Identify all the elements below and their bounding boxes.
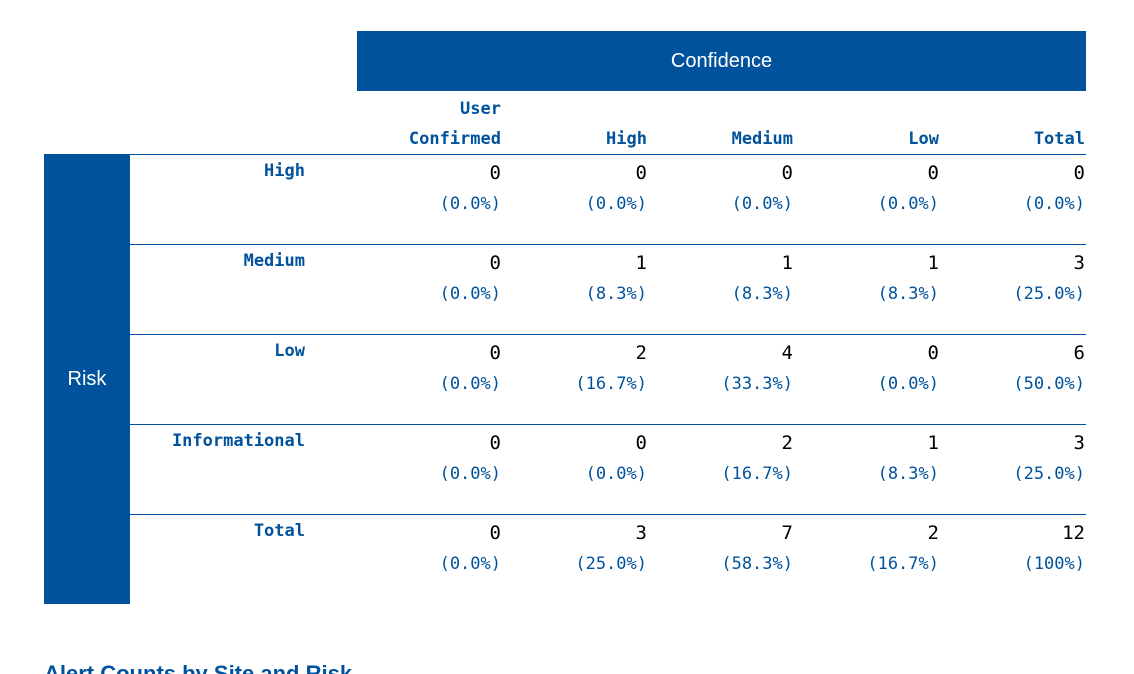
table-cell: 0 (0.0%): [361, 520, 501, 582]
cell-count: 1: [927, 432, 939, 454]
table-cell: 2 (16.7%): [799, 520, 939, 582]
section-heading: Alert Counts by Site and Risk: [44, 661, 353, 674]
cell-count: 6: [1073, 342, 1085, 364]
cell-count: 0: [489, 522, 501, 544]
cell-count: 0: [1073, 162, 1085, 184]
table-cell: 0 (0.0%): [361, 250, 501, 312]
cell-percentage: (16.7%): [575, 374, 647, 394]
cell-percentage: (8.3%): [877, 464, 939, 484]
cell-percentage: (16.7%): [721, 464, 793, 484]
table-row: Total 0 (0.0%) 3 (25.0%) 7 (58.3%) 2 (16.7%) 12 (1…: [130, 514, 1086, 604]
column-header: Medium: [653, 94, 793, 154]
table-cell: 0 (0.0%): [945, 160, 1085, 222]
column-header: User Confirmed: [361, 94, 501, 154]
table-cell: 2 (16.7%): [653, 430, 793, 492]
cell-percentage: (0.0%): [877, 194, 939, 214]
cell-count: 0: [489, 252, 501, 274]
cell-percentage: (0.0%): [439, 194, 501, 214]
table-cell: 0 (0.0%): [361, 430, 501, 492]
table-cell: 0 (0.0%): [361, 160, 501, 222]
column-header-line2: Confirmed: [408, 129, 501, 149]
row-label: High: [264, 161, 305, 181]
cell-percentage: (16.7%): [867, 554, 939, 574]
table-cell: 0 (0.0%): [507, 430, 647, 492]
cell-count: 3: [635, 522, 647, 544]
column-header-line2: Low: [908, 129, 939, 149]
cell-count: 12: [1062, 522, 1085, 544]
risk-header: Risk: [44, 154, 130, 604]
cell-percentage: (33.3%): [721, 374, 793, 394]
cell-percentage: (0.0%): [585, 194, 647, 214]
cell-percentage: (0.0%): [731, 194, 793, 214]
column-header-line2: High: [606, 129, 647, 149]
row-label: Low: [274, 341, 305, 361]
cell-count: 0: [489, 342, 501, 364]
column-header: Low: [799, 94, 939, 154]
table-cell: 1 (8.3%): [799, 250, 939, 312]
table-cell: 0 (0.0%): [799, 160, 939, 222]
table-cell: 0 (0.0%): [507, 160, 647, 222]
cell-count: 0: [781, 162, 793, 184]
table-cell: 2 (16.7%): [507, 340, 647, 402]
table-cell: 7 (58.3%): [653, 520, 793, 582]
row-label: Informational: [171, 431, 305, 451]
cell-percentage: (8.3%): [877, 284, 939, 304]
table-cell: 4 (33.3%): [653, 340, 793, 402]
table-cell: 3 (25.0%): [507, 520, 647, 582]
row-label: Medium: [243, 251, 305, 271]
cell-percentage: (0.0%): [439, 374, 501, 394]
column-header-line2: Total: [1033, 129, 1085, 149]
cell-percentage: (0.0%): [439, 284, 501, 304]
cell-percentage: (8.3%): [731, 284, 793, 304]
cell-percentage: (0.0%): [439, 554, 501, 574]
row-label: Total: [253, 521, 305, 541]
cell-count: 2: [781, 432, 793, 454]
cell-count: 0: [635, 162, 647, 184]
confidence-header: Confidence: [357, 31, 1086, 91]
cell-count: 0: [489, 432, 501, 454]
cell-percentage: (8.3%): [585, 284, 647, 304]
table-cell: 3 (25.0%): [945, 250, 1085, 312]
cell-percentage: (0.0%): [585, 464, 647, 484]
column-header-line2: Medium: [731, 129, 793, 149]
column-header: Total: [945, 94, 1085, 154]
cell-count: 0: [927, 342, 939, 364]
table-cell: 0 (0.0%): [361, 340, 501, 402]
cell-percentage: (100%): [1023, 554, 1085, 574]
table-cell: 6 (50.0%): [945, 340, 1085, 402]
cell-percentage: (58.3%): [721, 554, 793, 574]
table-cell: 3 (25.0%): [945, 430, 1085, 492]
cell-percentage: (50.0%): [1013, 374, 1085, 394]
cell-percentage: (25.0%): [1013, 464, 1085, 484]
cell-percentage: (0.0%): [877, 374, 939, 394]
cell-count: 0: [489, 162, 501, 184]
cell-count: 1: [635, 252, 647, 274]
cell-count: 1: [927, 252, 939, 274]
cell-count: 0: [635, 432, 647, 454]
cell-count: 7: [781, 522, 793, 544]
table-cell: 0 (0.0%): [799, 340, 939, 402]
cell-count: 0: [927, 162, 939, 184]
table-cell: 12 (100%): [945, 520, 1085, 582]
cell-percentage: (0.0%): [1023, 194, 1085, 214]
cell-count: 3: [1073, 432, 1085, 454]
table-cell: 0 (0.0%): [653, 160, 793, 222]
table-row: Informational 0 (0.0%) 0 (0.0%) 2 (16.7%) 1 (8.3…: [130, 424, 1086, 514]
cell-percentage: (25.0%): [575, 554, 647, 574]
cell-count: 2: [927, 522, 939, 544]
cell-percentage: (25.0%): [1013, 284, 1085, 304]
cell-count: 4: [781, 342, 793, 364]
cell-count: 2: [635, 342, 647, 364]
table-cell: 1 (8.3%): [653, 250, 793, 312]
cell-count: 1: [781, 252, 793, 274]
table-cell: 1 (8.3%): [507, 250, 647, 312]
cell-count: 3: [1073, 252, 1085, 274]
table-row: High 0 (0.0%) 0 (0.0%) 0 (0.0%) 0 (0.0%) 0 (0.0%): [130, 154, 1086, 244]
table-row: Medium 0 (0.0%) 1 (8.3%) 1 (8.3%) 1 (8.3%) 3 (25.0…: [130, 244, 1086, 334]
table-cell: 1 (8.3%): [799, 430, 939, 492]
column-header-line1: User: [460, 99, 501, 119]
table-row: Low 0 (0.0%) 2 (16.7%) 4 (33.3%) 0 (0.0%) 6 (50.0%…: [130, 334, 1086, 424]
cell-percentage: (0.0%): [439, 464, 501, 484]
column-header: High: [507, 94, 647, 154]
